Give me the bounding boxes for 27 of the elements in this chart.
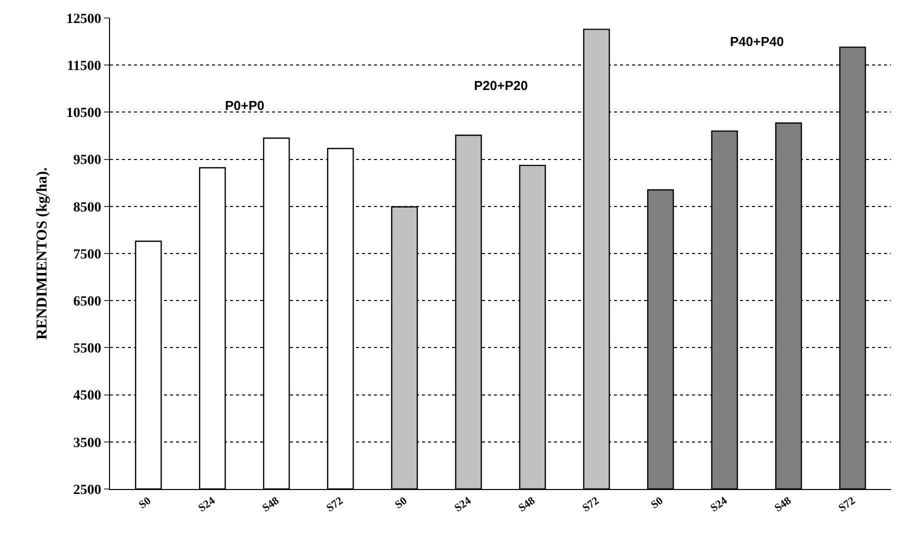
y-tick-label: 11500 — [66, 59, 102, 74]
x-tick-label: S72 — [324, 494, 346, 514]
annotation: P0+P0 — [225, 98, 264, 113]
y-tick-label: 2500 — [73, 482, 102, 498]
annotation: P20+P20 — [474, 78, 528, 93]
x-tick-label: S48 — [772, 494, 794, 514]
x-tick-label: S24 — [708, 494, 730, 514]
y-tick-label: 10500 — [66, 106, 102, 122]
x-tick-label: S24 — [452, 494, 474, 514]
y-tick-label: 6500 — [73, 294, 102, 310]
y-tick-label: 5500 — [73, 342, 102, 357]
y-tick-label: 4500 — [73, 388, 102, 404]
x-tick-label: S0 — [136, 494, 154, 512]
y-tick-label: 9500 — [73, 153, 102, 168]
x-tick-label: S48 — [260, 494, 282, 514]
y-tick-label: 7500 — [73, 247, 102, 262]
y-tick-label: 3500 — [73, 436, 102, 451]
x-tick-label: S72 — [580, 494, 602, 514]
y-tick-label: 12500 — [66, 12, 102, 27]
x-tick-label: S72 — [836, 494, 858, 514]
x-tick-label: S48 — [516, 494, 538, 514]
annotation: P40+P40 — [730, 34, 784, 49]
x-tick-label: S0 — [392, 494, 410, 512]
x-tick-label: S24 — [196, 494, 218, 514]
y-tick-label: 8500 — [73, 200, 102, 216]
x-tick-label: S0 — [649, 494, 666, 512]
y-axis-title: RENDIMIENTOS (kg/ha). — [34, 167, 50, 340]
